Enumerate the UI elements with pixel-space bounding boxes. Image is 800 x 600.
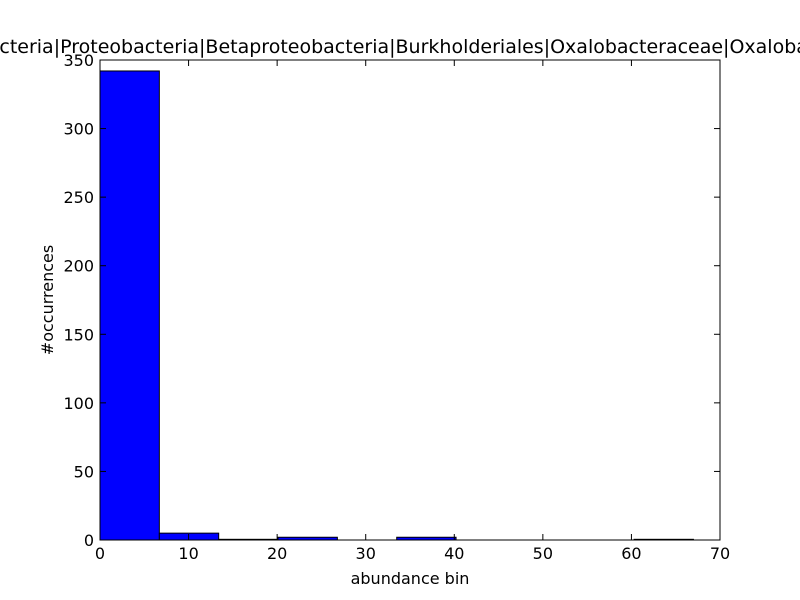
chart-title: Bacteria|Proteobacteria|Betaproteobacter… bbox=[0, 36, 800, 58]
x-tick-label-7: 70 bbox=[710, 544, 730, 563]
x-axis-ticks: 0 10 20 30 40 50 60 70 bbox=[95, 60, 730, 563]
y-tick-label-3: 150 bbox=[63, 325, 94, 344]
x-tick-label-4: 40 bbox=[444, 544, 464, 563]
y-axis-label: #occurrences bbox=[38, 245, 57, 355]
bars-group bbox=[99, 70, 694, 541]
y-tick-label-2: 100 bbox=[63, 394, 94, 413]
x-tick-label-2: 20 bbox=[267, 544, 287, 563]
x-tick-label-6: 60 bbox=[621, 544, 641, 563]
x-tick-label-1: 10 bbox=[178, 544, 198, 563]
y-tick-label-0: 0 bbox=[84, 531, 94, 550]
y-tick-label-5: 250 bbox=[63, 188, 94, 207]
y-tick-label-1: 50 bbox=[74, 462, 94, 481]
x-axis-label: abundance bin bbox=[351, 569, 470, 588]
x-tick-label-5: 50 bbox=[533, 544, 553, 563]
x-tick-label-0: 0 bbox=[95, 544, 105, 563]
y-tick-label-4: 200 bbox=[63, 257, 94, 276]
y-tick-label-7: 350 bbox=[63, 51, 94, 70]
x-tick-label-3: 30 bbox=[356, 544, 376, 563]
plot-frame bbox=[99, 59, 721, 541]
y-axis-ticks: 0 50 100 150 200 250 300 350 bbox=[63, 51, 720, 550]
histogram-bar-0 bbox=[99, 70, 160, 541]
y-tick-label-6: 300 bbox=[63, 120, 94, 139]
